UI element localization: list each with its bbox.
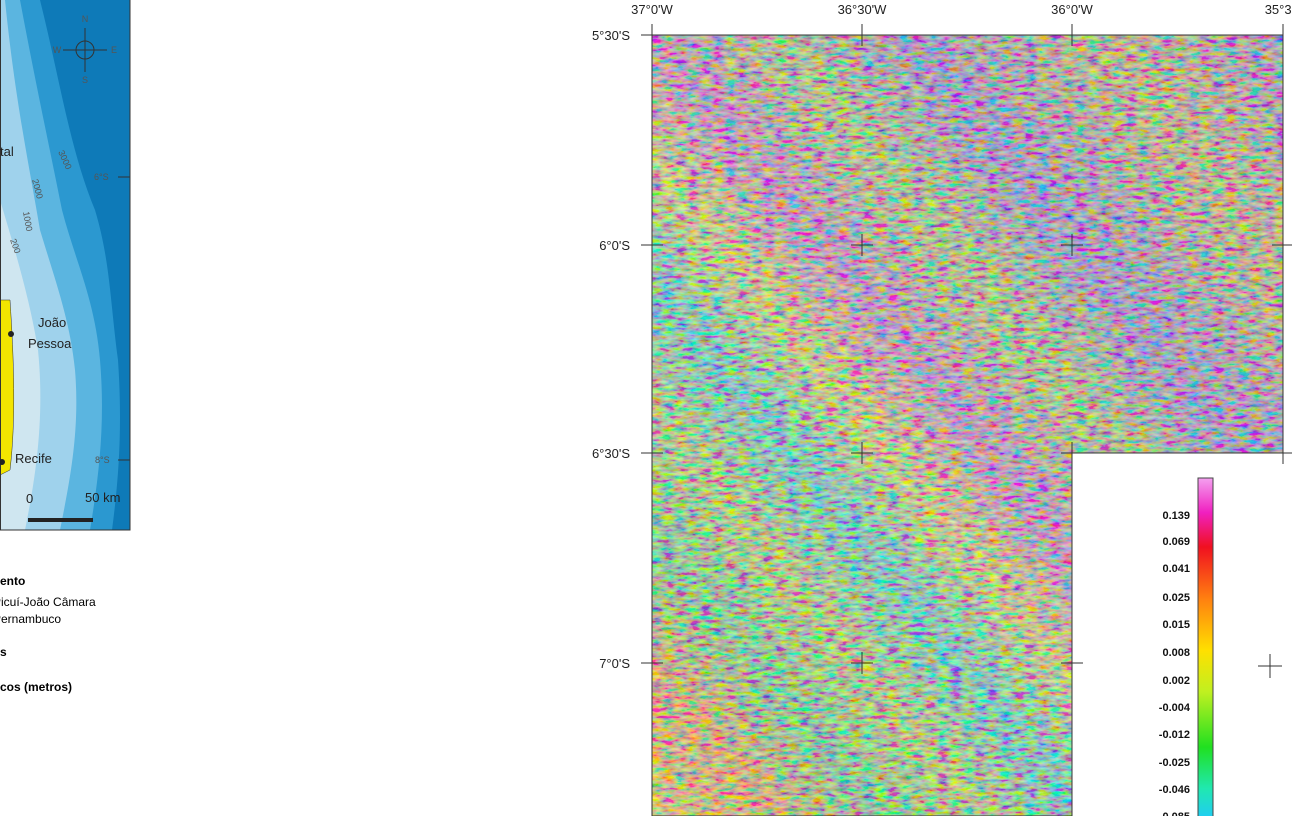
scale-label: 0.041 [1162,563,1190,575]
place-label: Pessoa [28,336,72,351]
cross [1061,442,1083,464]
lat-label: 6°S [94,172,109,182]
scale-label: -0.046 [1159,784,1190,796]
frame [0,0,131,531]
cross [1258,654,1282,678]
scale-bar [28,518,93,522]
lat-label: 5°30'S [592,28,630,43]
cross [1061,234,1083,256]
scale-label: 0.139 [1162,510,1190,522]
scale-label: -0.004 [1159,702,1191,714]
lat-label: 6°30'S [592,446,630,461]
lat-label: 8°S [95,455,110,465]
legend-text: s [0,645,7,659]
cross [1272,442,1292,464]
lon-label: 35°30' [1265,2,1292,17]
scale-label: -0.085 [1159,811,1190,816]
contour-label: 1000 [21,211,34,232]
legend-text: Pernambuco [0,612,61,626]
lon-label: 36°0'W [1051,2,1093,17]
city [8,331,14,337]
lat-label: 7°0'S [599,656,630,671]
compass [63,28,107,72]
lat-label: 6°0'S [599,238,630,253]
cross [1061,652,1083,674]
legend-text: cos (metros) [0,680,72,694]
scale-label: 0 [26,491,33,506]
lon-label: 37°0'W [631,2,673,17]
left-map: N W E S tal 3000 2000 1000 200 6°S João … [0,0,131,531]
compass-label: W [53,45,62,55]
land [0,299,15,476]
cross [851,652,873,674]
lon-label: 36°30'W [838,2,888,17]
place-label: Recife [15,451,52,466]
cross [851,234,873,256]
scale-label: 0.015 [1162,619,1190,631]
anomaly-texture [652,35,1283,816]
scale-label: -0.025 [1159,757,1190,769]
compass-label: S [82,75,88,85]
color-bar [1197,477,1214,816]
place-label: João [38,315,66,330]
place-label: tal [0,144,14,159]
city [0,459,5,465]
cross [1272,234,1292,256]
cross [851,442,873,464]
scale-label: 50 km [85,490,120,505]
scale-label: 0.008 [1162,647,1190,659]
compass-label: N [82,14,89,24]
legend: ento Picuí-João Câmara Pernambuco s cos … [0,574,96,694]
legend-text: ento [0,574,25,588]
magnetic-map: 37°0'W 36°30'W 36°0'W 35°30' 5°30'S 6°0'S 6°30… [592,2,1292,816]
contour-label: 200 [8,237,23,255]
scale-label: -0.012 [1159,729,1190,741]
compass-label: E [111,45,117,55]
scale-label: 0.069 [1162,536,1190,548]
legend-text: Picuí-João Câmara [0,595,96,609]
scale-label: 0.025 [1162,592,1190,604]
scale-label: 0.002 [1162,675,1190,687]
